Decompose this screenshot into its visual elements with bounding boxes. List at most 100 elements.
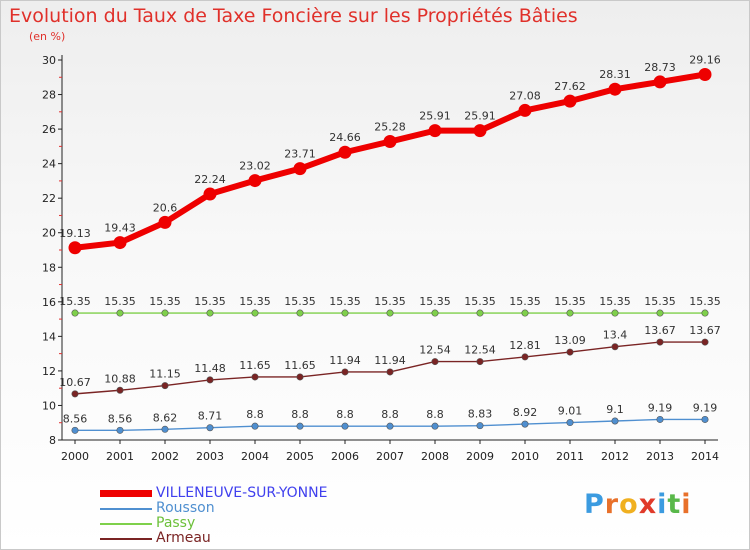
data-point: [656, 338, 664, 346]
y-tick-label: 16: [42, 296, 56, 309]
data-label: 11.65: [284, 359, 316, 372]
data-point: [68, 241, 82, 255]
data-label: 9.19: [648, 401, 673, 414]
data-point: [431, 358, 439, 366]
y-tick-label: 26: [42, 123, 56, 136]
data-point: [563, 94, 577, 108]
data-label: 11.94: [329, 354, 361, 367]
y-tick-label: 14: [42, 330, 56, 343]
data-point: [296, 373, 304, 381]
data-point: [116, 386, 124, 394]
data-label: 13.67: [689, 324, 721, 337]
data-label: 12.54: [419, 344, 451, 357]
x-tick-label: 2010: [511, 450, 539, 463]
data-point: [206, 309, 214, 317]
data-label: 15.35: [464, 295, 496, 308]
data-label: 15.35: [554, 295, 586, 308]
y-tick-label: 30: [42, 54, 56, 67]
legend-label: VILLENEUVE-SUR-YONNE: [156, 485, 328, 501]
legend-label: Armeau: [156, 530, 211, 546]
data-point: [698, 68, 712, 82]
legend-item: VILLENEUVE-SUR-YONNE: [100, 485, 360, 501]
data-point: [566, 348, 574, 356]
data-point: [701, 309, 709, 317]
data-label: 15.35: [509, 295, 541, 308]
unit-label: (en %): [29, 30, 66, 43]
x-tick-label: 2008: [421, 450, 449, 463]
x-tick-label: 2000: [61, 450, 89, 463]
x-tick-label: 2006: [331, 450, 359, 463]
data-label: 15.35: [599, 295, 631, 308]
data-label: 15.35: [644, 295, 676, 308]
data-point: [206, 376, 214, 384]
data-label: 24.66: [329, 131, 361, 144]
data-point: [653, 75, 667, 89]
data-label: 27.08: [509, 89, 541, 102]
data-label: 15.35: [329, 295, 361, 308]
x-tick-label: 2001: [106, 450, 134, 463]
data-point: [71, 426, 79, 434]
legend-item: Rousson: [100, 500, 360, 516]
data-label: 28.73: [644, 61, 676, 74]
data-point: [428, 124, 442, 138]
data-label: 29.16: [689, 54, 721, 67]
x-tick-label: 2014: [691, 450, 719, 463]
legend-item: Passy: [100, 515, 360, 531]
legend-swatch: [100, 523, 152, 525]
data-label: 15.35: [419, 295, 451, 308]
data-label: 15.35: [239, 295, 271, 308]
data-point: [251, 373, 259, 381]
data-label: 8.71: [198, 410, 223, 423]
data-label: 8.8: [291, 408, 309, 421]
legend-item: Armeau: [100, 530, 360, 546]
data-point: [341, 309, 349, 317]
legend-label: Rousson: [156, 500, 215, 516]
y-tick-label: 28: [42, 89, 56, 102]
data-label: 20.6: [153, 201, 178, 214]
y-tick-label: 18: [42, 261, 56, 274]
data-label: 8.8: [426, 408, 444, 421]
data-point: [431, 422, 439, 430]
data-label: 15.35: [104, 295, 136, 308]
chart-legend: VILLENEUVE-SUR-YONNE Rousson Passy Armeau: [100, 485, 360, 546]
y-tick-label: 22: [42, 192, 56, 205]
data-label: 12.81: [509, 339, 541, 352]
data-label: 22.24: [194, 173, 226, 186]
data-label: 23.02: [239, 160, 271, 173]
data-point: [386, 309, 394, 317]
data-label: 25.91: [419, 110, 451, 123]
data-point: [161, 382, 169, 390]
legend-swatch: [100, 490, 152, 497]
data-point: [476, 422, 484, 430]
data-label: 10.67: [59, 376, 91, 389]
y-tick-label: 24: [42, 158, 56, 171]
data-point: [611, 309, 619, 317]
data-label: 23.71: [284, 148, 316, 161]
data-point: [161, 309, 169, 317]
data-point: [203, 187, 217, 201]
data-label: 15.35: [284, 295, 316, 308]
data-point: [341, 368, 349, 376]
data-label: 15.35: [374, 295, 406, 308]
data-point: [71, 309, 79, 317]
data-label: 8.92: [513, 406, 538, 419]
data-point: [566, 309, 574, 317]
data-point: [701, 415, 709, 423]
data-point: [701, 338, 709, 346]
y-tick-label: 10: [42, 399, 56, 412]
data-label: 10.88: [104, 372, 136, 385]
chart-title: Evolution du Taux de Taxe Foncière sur l…: [9, 5, 578, 27]
data-point: [476, 358, 484, 366]
data-label: 11.94: [374, 354, 406, 367]
y-tick-label: 20: [42, 227, 56, 240]
legend-label: Passy: [156, 515, 196, 531]
data-point: [656, 309, 664, 317]
data-point: [608, 82, 622, 96]
data-label: 15.35: [194, 295, 226, 308]
x-tick-label: 2013: [646, 450, 674, 463]
data-point: [248, 174, 262, 188]
data-label: 11.15: [149, 368, 181, 381]
data-point: [518, 103, 532, 117]
